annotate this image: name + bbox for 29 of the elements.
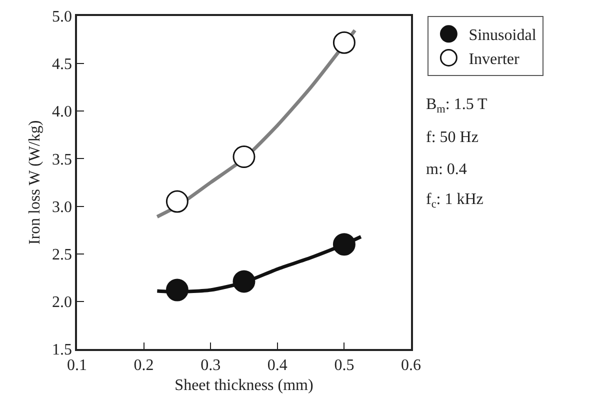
text: m: 0.4 (426, 161, 467, 178)
legend-label: Inverter (468, 50, 520, 68)
y-axis-title: Iron loss W (W/kg) (26, 120, 44, 245)
y-tick-label: 4.5 (52, 56, 72, 74)
y-tick-label: 3.0 (52, 198, 72, 216)
x-tick-label: 0.4 (267, 356, 288, 374)
x-tick-label: 0.6 (401, 356, 421, 374)
y-tick-label: 1.5 (52, 342, 72, 359)
x-tick-label: 0.1 (67, 356, 87, 374)
y-tick-label: 4.0 (52, 104, 72, 121)
point (166, 190, 188, 213)
legend-label: Sinusoidal (468, 27, 537, 44)
y-tick-label: 2.5 (52, 246, 72, 264)
point (332, 31, 356, 54)
point (332, 233, 356, 256)
text: B$_{m}$: 1.5 T (426, 96, 488, 116)
y-tick-label: 2.0 (52, 294, 72, 312)
text: f: 50 Hz (426, 129, 478, 146)
x-tick-label: 0.5 (334, 356, 354, 374)
x-axis-title: Sheet thickness (mm) (174, 377, 314, 394)
text: f$_{c}$: 1 kHz (426, 191, 484, 210)
point (166, 278, 188, 302)
line-series (155, 28, 357, 218)
x-tick-label: 0.2 (134, 356, 154, 374)
point (232, 146, 256, 168)
y-tick-label: 5.0 (52, 8, 72, 26)
point (232, 270, 256, 293)
x-tick-label: 0.3 (200, 356, 221, 374)
y-tick-label: 3.5 (52, 151, 72, 168)
